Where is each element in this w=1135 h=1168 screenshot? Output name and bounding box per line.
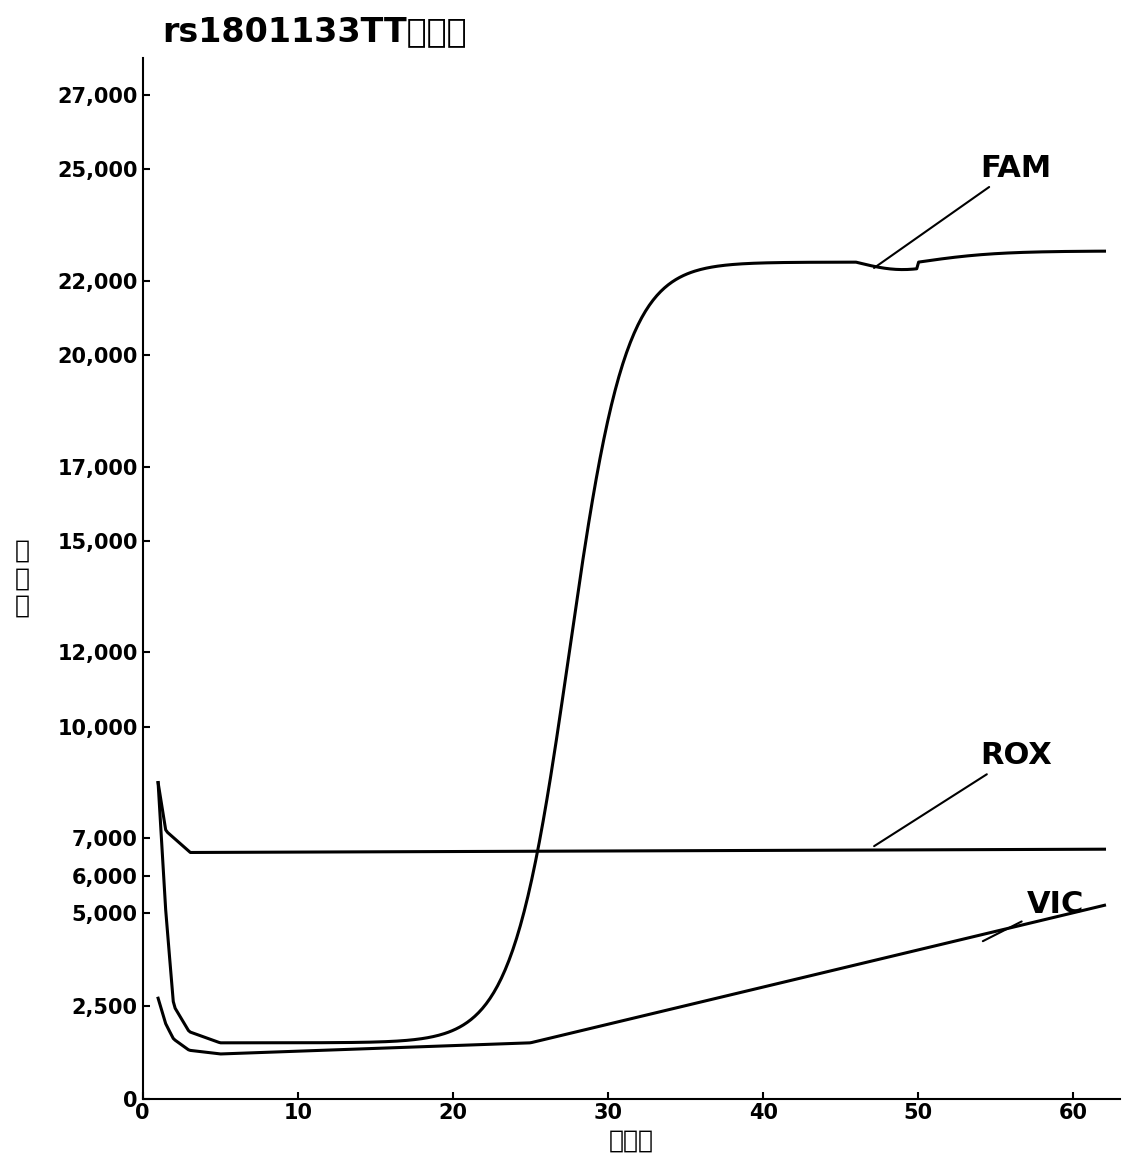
X-axis label: 循环数: 循环数	[608, 1129, 654, 1153]
Text: rs1801133TT基因型: rs1801133TT基因型	[162, 15, 466, 48]
Text: FAM: FAM	[874, 154, 1052, 267]
Text: ROX: ROX	[874, 741, 1052, 846]
Y-axis label: 荧
光
值: 荧 光 值	[15, 538, 30, 618]
Text: VIC: VIC	[983, 890, 1084, 941]
